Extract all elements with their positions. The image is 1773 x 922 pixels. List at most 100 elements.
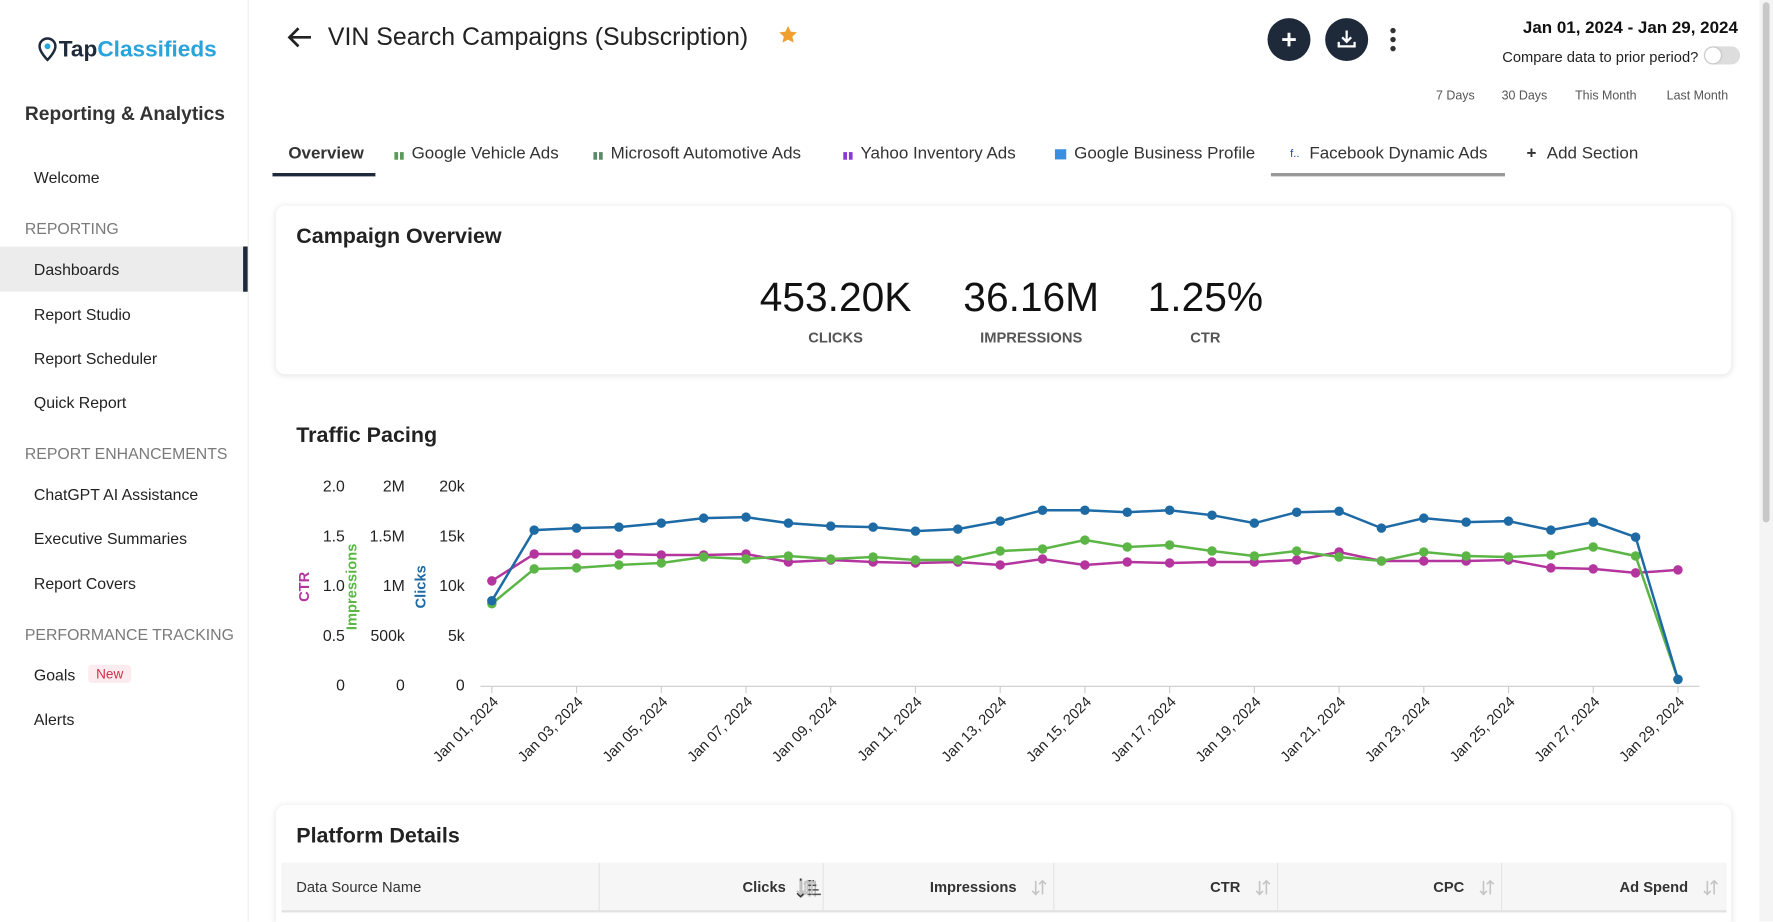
logo-a: Tap (58, 37, 98, 63)
column-header[interactable]: Data Source Name (296, 878, 422, 896)
quick-range[interactable]: 30 Days (1501, 89, 1548, 103)
data-point (1080, 535, 1090, 545)
data-point (1164, 540, 1175, 550)
quick-range[interactable]: Last Month (1666, 89, 1729, 103)
y-tick-label: 1.5M (370, 528, 405, 545)
tab[interactable]: Facebook Dynamic Ads (1309, 143, 1488, 163)
quick-range[interactable]: 7 Days (1435, 89, 1475, 103)
tab[interactable]: Google Vehicle Ads (411, 143, 559, 163)
data-point (656, 558, 667, 568)
data-point (1588, 564, 1598, 574)
tab-underline (1270, 172, 1505, 177)
data-point (1630, 551, 1641, 561)
data-point (741, 554, 751, 564)
page-title: VIN Search Campaigns (Subscription) (327, 22, 749, 51)
add-section-icon: + (1526, 143, 1537, 163)
data-point (1546, 563, 1556, 573)
data-point (1291, 507, 1302, 517)
data-point (1037, 544, 1048, 554)
data-point (825, 521, 836, 531)
x-tick-label: Jan 09, 2024 (769, 694, 840, 765)
y-tick-label: 15k (439, 528, 465, 545)
column-header[interactable]: Clicks (742, 878, 786, 896)
x-tick-label: Jan 05, 2024 (600, 694, 671, 765)
tab[interactable]: Google Business Profile (1074, 143, 1256, 163)
y-tick-label: 0.5 (323, 628, 345, 645)
add-section[interactable]: Add Section (1546, 143, 1639, 163)
data-point (953, 555, 963, 565)
badge: New (88, 664, 132, 683)
tab-icon: ▮▮ (592, 149, 604, 161)
back-button[interactable] (286, 26, 313, 49)
tab[interactable]: Overview (288, 143, 364, 163)
nav-item[interactable]: Alerts (33, 710, 75, 729)
axis-title: Clicks (414, 565, 430, 608)
data-point (487, 576, 497, 586)
data-point (529, 564, 539, 574)
nav-item[interactable]: Goals (33, 665, 76, 685)
nav-item[interactable]: Executive Summaries (33, 529, 188, 548)
data-point (1164, 558, 1175, 568)
data-point (698, 513, 709, 523)
data-point (995, 516, 1005, 526)
column-header[interactable]: CTR (1210, 878, 1241, 896)
app-title: Reporting & Analytics (24, 102, 225, 125)
card-title: Campaign Overview (296, 225, 502, 249)
compare-toggle[interactable] (1703, 46, 1741, 65)
nav-item[interactable]: Report Studio (33, 305, 131, 324)
quick-range[interactable]: This Month (1575, 89, 1637, 103)
data-point (1291, 555, 1302, 565)
data-point (1419, 513, 1429, 523)
nav-item[interactable]: Welcome (33, 168, 100, 187)
y-tick-label: 5k (448, 628, 465, 645)
nav-item[interactable]: Dashboards (33, 260, 120, 279)
data-point (1334, 552, 1344, 562)
tab[interactable]: Yahoo Inventory Ads (860, 143, 1016, 163)
nav-section: REPORTING (24, 219, 119, 238)
table-title: Platform Details (296, 824, 460, 849)
data-point (868, 522, 878, 532)
data-point (1037, 554, 1048, 564)
x-tick-label: Jan 07, 2024 (685, 694, 756, 765)
x-tick-label: Jan 23, 2024 (1363, 694, 1434, 765)
column-header[interactable]: CPC (1433, 878, 1465, 896)
nav-section: REPORT ENHANCEMENTS (24, 444, 228, 463)
tab-icon: f.. (1290, 148, 1300, 161)
data-point (825, 554, 836, 564)
data-point (1080, 505, 1090, 515)
y-tick-label: 0 (336, 678, 345, 695)
nav-item[interactable]: Report Scheduler (33, 349, 158, 368)
x-tick-label: Jan 19, 2024 (1193, 694, 1264, 765)
axis-title: CTR (297, 571, 313, 602)
favorite-star[interactable] (779, 26, 797, 44)
kpi-value: 453.20K (759, 273, 912, 320)
y-tick-label: 2.0 (323, 479, 345, 496)
column-header[interactable]: Impressions (929, 878, 1017, 896)
nav-item[interactable]: Quick Report (33, 393, 127, 412)
x-tick-label: Jan 03, 2024 (515, 694, 586, 765)
data-point (953, 524, 963, 534)
data-point (571, 549, 582, 559)
data-point (1630, 532, 1641, 542)
date-range[interactable]: Jan 01, 2024 - Jan 29, 2024 (1522, 18, 1738, 38)
data-point (1546, 525, 1556, 535)
nav-item[interactable]: Report Covers (33, 574, 136, 593)
more-menu[interactable] (1390, 45, 1396, 52)
data-point (1249, 551, 1260, 561)
nav-item[interactable]: ChatGPT AI Assistance (33, 485, 199, 504)
data-point (1673, 674, 1683, 685)
kpi-label: CLICKS (808, 329, 863, 346)
tab-underline (272, 172, 376, 177)
column-header[interactable]: Ad Spend (1619, 878, 1689, 896)
data-point (614, 560, 624, 570)
data-point (1334, 506, 1344, 516)
data-point (783, 551, 794, 561)
y-tick-label: 1.5 (323, 528, 345, 545)
tab[interactable]: Microsoft Automotive Ads (610, 143, 801, 163)
x-tick-label: Jan 29, 2024 (1617, 694, 1688, 765)
data-point (1376, 523, 1387, 533)
data-point (1037, 505, 1048, 515)
